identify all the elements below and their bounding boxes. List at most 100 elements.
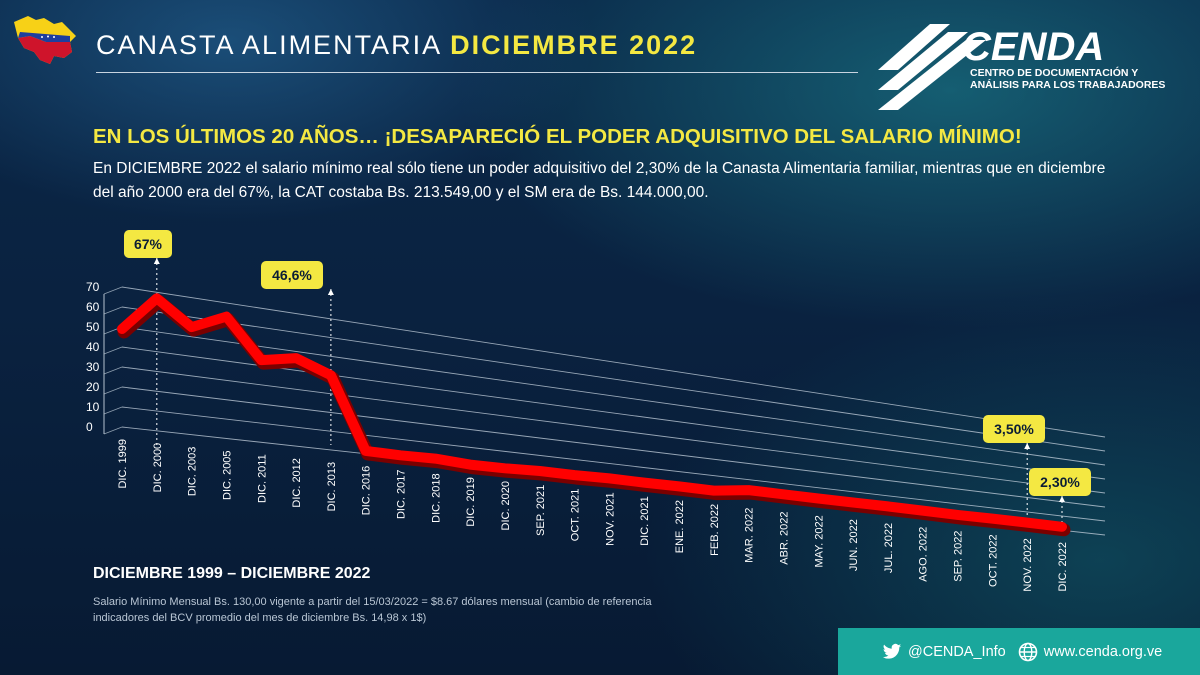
- website-link[interactable]: www.cenda.org.ve: [1043, 643, 1163, 660]
- data-point: [503, 467, 506, 470]
- data-point: [782, 493, 785, 496]
- twitter-bird-icon: [882, 643, 902, 659]
- callout-arrow: [1059, 496, 1065, 502]
- x-tick-label: DIC. 2012: [291, 458, 303, 508]
- data-point: [364, 449, 367, 452]
- callout-box: [983, 415, 1045, 443]
- callout-box: [261, 261, 323, 289]
- x-tick-label: NOV. 2021: [604, 492, 616, 545]
- page-title: CANASTA ALIMENTARIA DICIEMBRE 2022: [96, 30, 697, 61]
- data-point: [155, 297, 158, 300]
- x-tick-label: OCT. 2021: [570, 489, 582, 542]
- twitter-handle[interactable]: @CENDA_Info: [908, 643, 1006, 660]
- gridline: [121, 346, 1106, 480]
- x-tick-label: OCT. 2022: [987, 534, 999, 587]
- callout-arrow: [153, 258, 160, 264]
- gridline: [121, 306, 1106, 452]
- data-point: [643, 481, 646, 484]
- gridline: [121, 286, 1106, 438]
- x-tick-label: DIC. 2005: [221, 450, 233, 500]
- x-tick-label: DIC. 2000: [152, 443, 164, 493]
- logo-line1: CENTRO DE DOCUMENTACIÓN Y: [970, 66, 1138, 79]
- callout-box: [124, 230, 172, 258]
- y-tick-label: 20: [86, 380, 100, 394]
- data-point: [1026, 521, 1029, 524]
- gridline-stub: [103, 426, 123, 435]
- x-tick-label: DIC. 2013: [326, 462, 338, 512]
- callout-label: 2,30%: [1040, 474, 1080, 490]
- x-tick-label: AGO. 2022: [918, 527, 930, 582]
- x-tick-label: NOV. 2022: [1022, 538, 1034, 591]
- data-point: [852, 501, 855, 504]
- y-tick-label: 60: [86, 300, 100, 314]
- data-point: [921, 509, 924, 512]
- cenda-logo: CENDA CENTRO DE DOCUMENTACIÓN Y ANÁLISIS…: [878, 24, 1165, 110]
- data-point: [469, 463, 472, 466]
- x-tick-label: DIC. 2021: [639, 496, 651, 546]
- data-point: [817, 497, 820, 500]
- data-point: [678, 485, 681, 488]
- x-tick-label: FEB. 2022: [709, 504, 721, 556]
- series-line: [117, 293, 1067, 532]
- x-tick-label: DIC. 2011: [256, 454, 268, 503]
- description: En DICIEMBRE 2022 el salario mínimo real…: [93, 160, 1106, 201]
- data-point: [747, 489, 750, 492]
- callout-box: [1029, 468, 1091, 496]
- data-point: [886, 505, 889, 508]
- gridline: [121, 406, 1106, 522]
- logo-name: CENDA: [962, 25, 1104, 69]
- x-tick-label: ABR. 2022: [778, 511, 790, 564]
- data-point: [608, 477, 611, 480]
- data-point: [1061, 525, 1063, 528]
- gridline: [121, 326, 1106, 466]
- y-tick-label: 40: [86, 340, 100, 354]
- data-point: [712, 489, 715, 492]
- x-tick-label: SEP. 2021: [535, 485, 547, 536]
- gridline: [121, 366, 1106, 494]
- data-point: [225, 315, 228, 318]
- x-tick-label: DIC. 2020: [500, 481, 512, 531]
- data-point: [121, 328, 123, 330]
- data-point: [573, 474, 576, 477]
- gridline-stub: [103, 366, 123, 375]
- callout-label: 67%: [134, 236, 163, 252]
- x-tick-label: DIC. 2003: [187, 447, 199, 497]
- logo-line2: ANÁLISIS PARA LOS TRABAJADORES: [970, 78, 1165, 91]
- x-tick-label: DIC. 2019: [465, 477, 477, 527]
- x-tick-label: DIC. 2018: [430, 473, 442, 523]
- data-point: [295, 357, 298, 360]
- x-tick-label: JUL. 2022: [883, 523, 895, 573]
- gridline-stub: [103, 406, 123, 415]
- y-tick-label: 10: [86, 400, 100, 414]
- data-point: [190, 326, 193, 329]
- gridline: [121, 386, 1106, 508]
- header-divider: [96, 72, 858, 73]
- data-point: [991, 517, 994, 520]
- x-tick-label: SEP. 2022: [953, 531, 965, 582]
- y-tick-label: 0: [86, 420, 93, 434]
- x-tick-label: MAR. 2022: [744, 508, 756, 563]
- x-tick-label: ENE. 2022: [674, 500, 686, 553]
- data-point: [956, 513, 959, 516]
- globe-icon: [1018, 642, 1038, 661]
- venezuela-map-flag-icon: [14, 16, 76, 64]
- callout-label: 3,50%: [994, 421, 1034, 437]
- callout-arrow: [1024, 443, 1031, 449]
- footer-bar: @CENDA_Info www.cenda.org.ve: [838, 628, 1200, 675]
- x-tick-label: DIC. 1999: [117, 439, 129, 489]
- y-tick-label: 50: [86, 320, 100, 334]
- data-point: [260, 359, 263, 362]
- data-point: [538, 470, 541, 473]
- x-tick-label: DIC. 2017: [396, 470, 408, 520]
- gridline-stub: [103, 386, 123, 395]
- data-point: [329, 374, 332, 377]
- callout-arrow: [327, 289, 334, 295]
- data-point: [399, 454, 402, 457]
- x-tick-label: JUN. 2022: [848, 519, 860, 571]
- title-highlight: DICIEMBRE 2022: [450, 30, 698, 60]
- headline: EN LOS ÚLTIMOS 20 AÑOS… ¡DESAPARECIÓ EL …: [93, 125, 1022, 148]
- y-tick-label: 70: [86, 280, 100, 294]
- title-main: CANASTA ALIMENTARIA: [96, 30, 441, 60]
- callout-label: 46,6%: [272, 267, 312, 283]
